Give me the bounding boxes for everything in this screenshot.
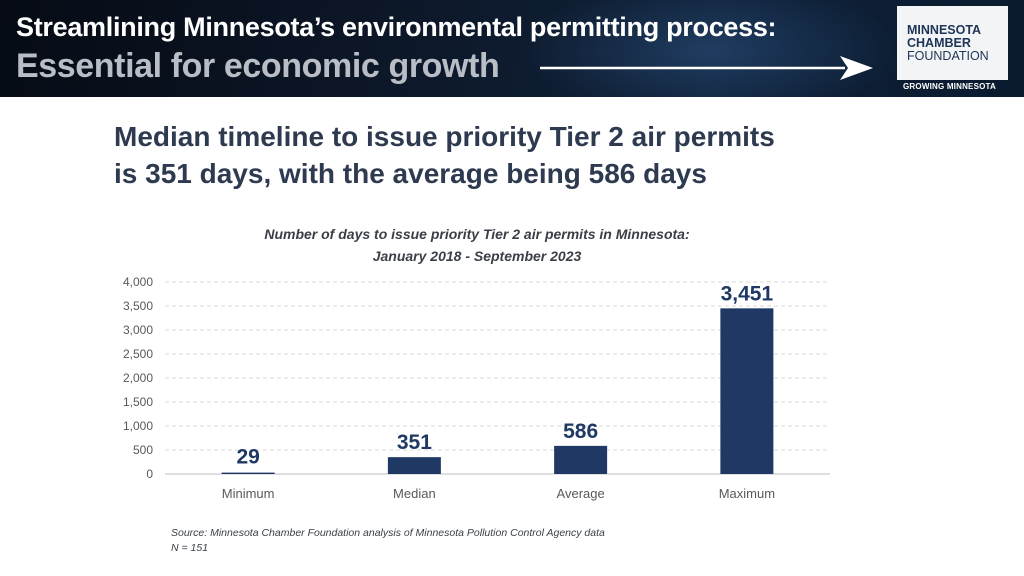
data-label-median: 351 [397, 431, 432, 454]
logo-text-line1: MINNESOTA [907, 23, 982, 37]
bars [221, 308, 774, 474]
source-note: Source: Minnesota Chamber Foundation ana… [171, 526, 605, 556]
bar-average [554, 445, 608, 474]
x-tick-label-minimum: Minimum [222, 486, 275, 501]
gridlines [165, 281, 830, 475]
logo-tagline: GROWING MINNESOTA [903, 82, 997, 91]
y-tick-label: 2,000 [123, 371, 153, 385]
x-tick-label-median: Median [393, 486, 436, 501]
x-tick-label-maximum: Maximum [719, 486, 775, 501]
y-tick-label: 0 [146, 467, 153, 481]
logo-text-line3: FOUNDATION [907, 49, 989, 63]
sample-size: N = 151 [171, 542, 209, 554]
logo-text-line2: CHAMBER [907, 36, 971, 50]
y-tick-label: 2,500 [123, 347, 153, 361]
header-banner: Streamlining Minnesota’s environmental p… [0, 0, 1024, 97]
y-tick-label: 1,000 [123, 419, 153, 433]
data-label-minimum: 29 [236, 446, 259, 469]
headline-line1: Median timeline to issue priority Tier 2… [114, 121, 775, 152]
banner-glow [520, 0, 900, 97]
y-tick-label: 500 [133, 443, 153, 457]
banner-title-line1: Streamlining Minnesota’s environmental p… [16, 12, 777, 42]
chart-title-line1: Number of days to issue priority Tier 2 … [264, 226, 690, 242]
data-label-maximum: 3,451 [721, 282, 774, 305]
y-tick-label: 3,000 [123, 323, 153, 337]
data-label-average: 586 [563, 420, 598, 443]
data-labels: 29 351 586 3,451 [236, 282, 773, 468]
banner-title-line2: Essential for economic growth [16, 47, 500, 85]
slide-headline: Median timeline to issue priority Tier 2… [114, 118, 914, 192]
y-tick-label: 4,000 [123, 275, 153, 289]
bar-maximum [720, 308, 774, 474]
chart-title: Number of days to issue priority Tier 2 … [177, 223, 777, 267]
y-axis-tick-labels: 0 500 1,000 1,500 2,000 2,500 3,000 3,500 4,000 [123, 275, 153, 481]
y-tick-label: 1,500 [123, 395, 153, 409]
bar-median [387, 457, 441, 474]
chart-title-line2: January 2018 - September 2023 [372, 248, 582, 264]
chamber-foundation-logo: MINNESOTA CHAMBER FOUNDATION [897, 6, 1008, 80]
x-tick-label-average: Average [557, 486, 605, 501]
x-axis-tick-labels: Minimum Median Average Maximum [222, 486, 775, 501]
headline-line2: is 351 days, with the average being 586 … [114, 158, 707, 189]
y-tick-label: 3,500 [123, 299, 153, 313]
source-line: Source: Minnesota Chamber Foundation ana… [171, 527, 605, 539]
right-arrow-icon [540, 56, 873, 80]
bar-minimum [221, 472, 275, 474]
